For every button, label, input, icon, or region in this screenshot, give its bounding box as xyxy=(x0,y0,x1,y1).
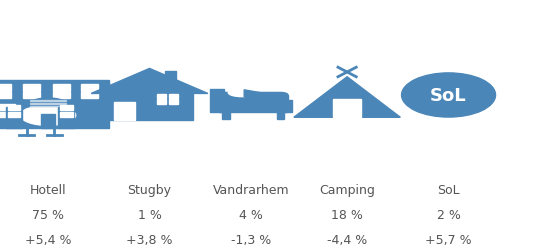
Text: Hotell: Hotell xyxy=(30,184,66,196)
FancyBboxPatch shape xyxy=(106,94,193,120)
FancyBboxPatch shape xyxy=(51,112,67,117)
Text: Stugby: Stugby xyxy=(128,184,171,196)
Polygon shape xyxy=(294,78,400,118)
FancyBboxPatch shape xyxy=(0,84,109,104)
Text: 75 %: 75 % xyxy=(32,208,64,222)
FancyBboxPatch shape xyxy=(30,107,66,108)
FancyBboxPatch shape xyxy=(216,93,288,111)
FancyBboxPatch shape xyxy=(23,92,40,98)
Text: 2 %: 2 % xyxy=(437,208,460,222)
FancyBboxPatch shape xyxy=(210,89,224,113)
FancyBboxPatch shape xyxy=(157,94,166,98)
Text: SoL: SoL xyxy=(430,87,467,104)
Polygon shape xyxy=(244,90,280,108)
Polygon shape xyxy=(333,100,362,118)
Ellipse shape xyxy=(402,74,496,118)
FancyBboxPatch shape xyxy=(30,101,66,102)
FancyBboxPatch shape xyxy=(30,104,66,105)
FancyBboxPatch shape xyxy=(60,106,73,110)
Text: 18 %: 18 % xyxy=(331,208,363,222)
FancyBboxPatch shape xyxy=(0,112,15,117)
FancyBboxPatch shape xyxy=(8,106,20,110)
Text: Vandrarhem: Vandrarhem xyxy=(213,184,289,196)
FancyBboxPatch shape xyxy=(53,92,70,98)
FancyBboxPatch shape xyxy=(81,92,98,98)
FancyBboxPatch shape xyxy=(157,100,166,104)
Text: SoL: SoL xyxy=(437,184,460,196)
FancyBboxPatch shape xyxy=(53,85,70,91)
Text: Camping: Camping xyxy=(319,184,375,196)
FancyBboxPatch shape xyxy=(81,85,98,91)
Ellipse shape xyxy=(229,89,255,97)
FancyBboxPatch shape xyxy=(41,115,56,129)
FancyBboxPatch shape xyxy=(0,105,15,110)
Polygon shape xyxy=(91,69,208,94)
FancyBboxPatch shape xyxy=(0,106,109,129)
Text: +3,8 %: +3,8 % xyxy=(126,234,173,246)
FancyBboxPatch shape xyxy=(222,113,230,119)
FancyBboxPatch shape xyxy=(277,113,284,119)
Polygon shape xyxy=(27,98,69,107)
FancyBboxPatch shape xyxy=(23,85,40,91)
FancyBboxPatch shape xyxy=(0,85,11,91)
FancyBboxPatch shape xyxy=(0,92,11,98)
FancyBboxPatch shape xyxy=(51,105,67,110)
Text: 1 %: 1 % xyxy=(138,208,161,222)
FancyBboxPatch shape xyxy=(8,113,20,117)
FancyBboxPatch shape xyxy=(164,72,176,83)
FancyBboxPatch shape xyxy=(0,104,109,107)
Text: 4 %: 4 % xyxy=(239,208,263,222)
Ellipse shape xyxy=(20,106,76,126)
FancyBboxPatch shape xyxy=(219,108,287,113)
FancyBboxPatch shape xyxy=(0,81,109,84)
Text: -4,4 %: -4,4 % xyxy=(327,234,367,246)
FancyBboxPatch shape xyxy=(169,100,178,104)
FancyBboxPatch shape xyxy=(6,107,22,129)
FancyBboxPatch shape xyxy=(60,113,73,117)
Text: +5,4 %: +5,4 % xyxy=(25,234,72,246)
Text: +5,7 %: +5,7 % xyxy=(425,234,472,246)
FancyBboxPatch shape xyxy=(114,103,135,120)
Text: -1,3 %: -1,3 % xyxy=(231,234,271,246)
FancyBboxPatch shape xyxy=(169,94,178,98)
FancyBboxPatch shape xyxy=(59,107,74,129)
FancyBboxPatch shape xyxy=(280,101,292,113)
